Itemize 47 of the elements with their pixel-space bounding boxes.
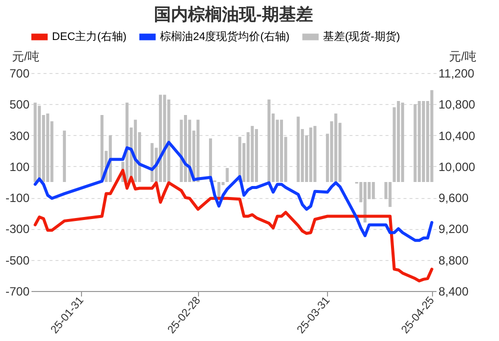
bar xyxy=(401,102,404,182)
bar xyxy=(414,104,417,182)
y-tick-label: -100 xyxy=(5,191,30,206)
y2-tick-label: 11,200 xyxy=(438,66,475,80)
y2-axis-title: 元/吨 xyxy=(449,50,476,64)
legend-label: DEC主力(右轴) xyxy=(52,30,127,43)
y-tick-label: 300 xyxy=(9,128,30,143)
bar xyxy=(418,101,421,182)
bar xyxy=(364,182,367,222)
y-tick-label: -300 xyxy=(5,222,30,236)
y2-tick-label: 10,800 xyxy=(438,98,476,112)
y-tick-label: 700 xyxy=(9,66,30,80)
bar xyxy=(100,115,104,182)
bar xyxy=(134,120,137,182)
chart-title: 国内棕榈油现-期基差 xyxy=(154,5,313,24)
bar xyxy=(46,113,50,182)
bar xyxy=(167,99,170,182)
y2-tick-label: 10,000 xyxy=(438,160,476,174)
legend-label: 棕榈油24度现货均价(右轴) xyxy=(160,30,290,43)
bar xyxy=(150,143,154,182)
y-tick-label: 500 xyxy=(9,98,30,112)
y2-tick-label: 8,800 xyxy=(438,253,469,268)
y-tick-label: -700 xyxy=(5,284,30,298)
bar xyxy=(158,94,162,182)
y2-tick-label: 10,400 xyxy=(438,128,476,143)
bar xyxy=(280,120,284,182)
bar xyxy=(38,106,41,182)
y-axis-title: 元/吨 xyxy=(12,50,40,64)
y2-tick-label: 8,400 xyxy=(438,284,469,298)
bar xyxy=(430,90,434,182)
bar xyxy=(396,101,400,182)
bar xyxy=(296,116,300,182)
bar xyxy=(34,102,37,182)
bar xyxy=(334,113,338,182)
y-tick-label: 100 xyxy=(9,160,30,174)
bar xyxy=(388,182,392,207)
y-tick-label: -500 xyxy=(5,253,30,268)
y2-tick-label: 9,200 xyxy=(438,222,469,236)
bar xyxy=(163,94,166,182)
bar xyxy=(184,115,187,182)
bar xyxy=(309,128,312,182)
bar xyxy=(62,130,66,182)
y2-tick-label: 9,600 xyxy=(438,191,469,206)
legend-label: 基差(现货-期货) xyxy=(323,30,400,43)
bar xyxy=(313,126,316,182)
bar xyxy=(422,101,425,182)
bar xyxy=(372,182,375,200)
